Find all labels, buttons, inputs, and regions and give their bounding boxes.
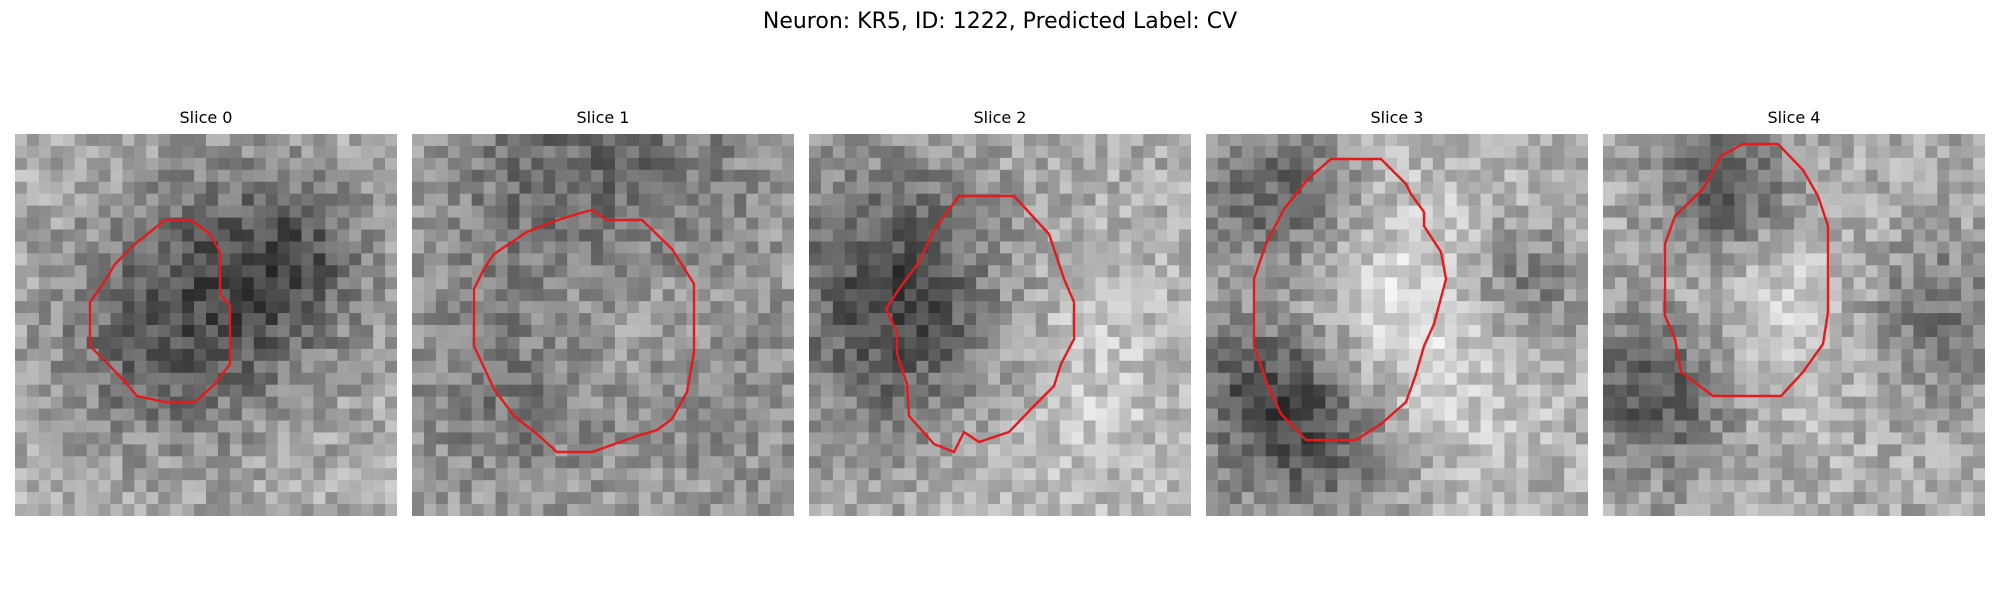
slice-title: Slice 1 bbox=[576, 108, 630, 127]
slice-title: Slice 4 bbox=[1767, 108, 1821, 127]
slice-panel-2: Slice 2 bbox=[809, 108, 1191, 520]
pixel-grid bbox=[412, 134, 794, 516]
segmentation-contour bbox=[1663, 142, 1830, 398]
slice-image bbox=[1603, 134, 1985, 516]
segmentation-contour bbox=[472, 208, 696, 454]
slice-title: Slice 0 bbox=[179, 108, 233, 127]
slice-image bbox=[15, 134, 397, 516]
slice-image bbox=[412, 134, 794, 516]
pixel-grid bbox=[15, 134, 397, 516]
slice-panel-3: Slice 3 bbox=[1206, 108, 1588, 520]
pixel-grid bbox=[1206, 134, 1588, 516]
figure-title: Neuron: KR5, ID: 1222, Predicted Label: … bbox=[762, 9, 1238, 34]
slice-panel-4: Slice 4 bbox=[1603, 108, 1985, 520]
pixel-grid bbox=[809, 134, 1191, 516]
segmentation-contour bbox=[884, 194, 1076, 454]
segmentation-contour bbox=[1252, 157, 1448, 442]
slice-panel-1: Slice 1 bbox=[412, 108, 794, 520]
pixel-grid bbox=[1603, 134, 1985, 516]
slice-panel-0: Slice 0 bbox=[15, 108, 397, 520]
slice-title: Slice 2 bbox=[973, 108, 1027, 127]
slice-image bbox=[809, 134, 1191, 516]
slice-image bbox=[1206, 134, 1588, 516]
segmentation-contour bbox=[88, 218, 232, 404]
slice-title: Slice 3 bbox=[1370, 108, 1424, 127]
